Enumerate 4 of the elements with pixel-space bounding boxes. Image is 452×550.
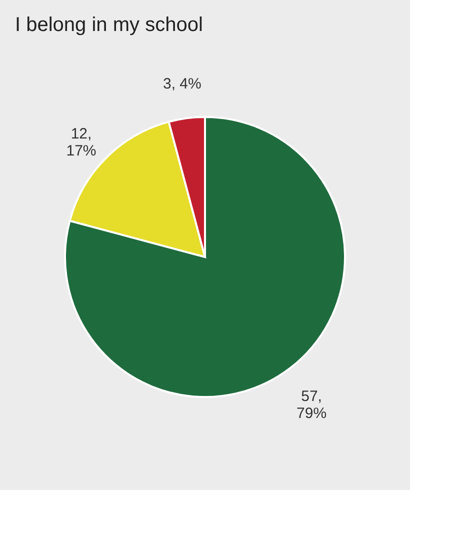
- data-label: 3, 4%: [162, 75, 202, 92]
- chart-title: I belong in my school: [15, 14, 203, 36]
- data-label: 12, 17%: [66, 125, 96, 160]
- data-label: 57, 79%: [296, 388, 327, 422]
